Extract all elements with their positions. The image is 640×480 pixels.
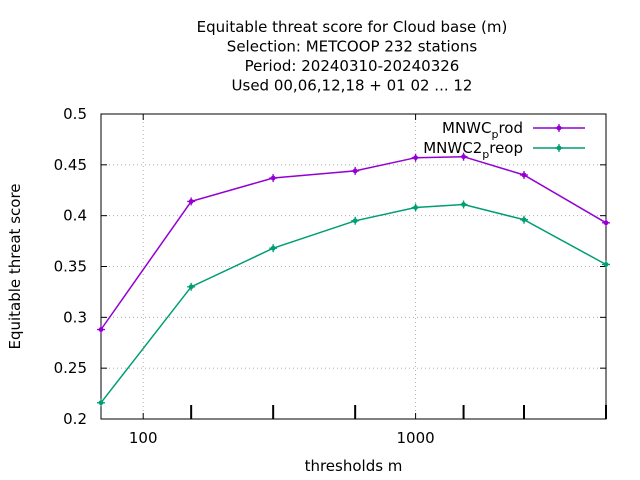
series-point-1 (269, 174, 278, 183)
series-point-1 (97, 325, 105, 334)
y-tick-label: 0.25 (54, 359, 87, 377)
title-line: Used 00,06,12,18 + 01 02 ... 12 (232, 77, 473, 95)
series-point-1 (411, 153, 420, 162)
chart-title: Equitable threat score for Cloud base (m… (197, 18, 508, 95)
title-line: Period: 20240310-20240326 (245, 57, 460, 75)
legend-name-rest: reop (489, 139, 523, 157)
y-tick-label: 0.4 (63, 207, 87, 225)
title-line: Selection: METCOOP 232 stations (227, 38, 478, 56)
series-point-2 (187, 282, 196, 291)
legend-name-sub: p (491, 128, 498, 141)
legend-label-2: MNWC2preop (423, 139, 523, 161)
series-point-1 (602, 218, 610, 227)
series-point-1 (351, 166, 360, 175)
series-point-2 (269, 244, 278, 253)
series-point-2 (602, 260, 610, 269)
series-point-1 (519, 171, 528, 179)
series-point-2 (97, 398, 105, 407)
y-tick-label: 0.45 (54, 156, 87, 174)
legend-marker-2 (555, 144, 563, 152)
series (97, 152, 610, 407)
series-point-1 (459, 152, 468, 161)
title-line: Equitable threat score for Cloud base (m… (197, 18, 508, 36)
grid (101, 114, 606, 419)
x-axis-label: thresholds m (305, 457, 403, 475)
series-line-2 (100, 203, 607, 404)
series-point-2 (351, 216, 360, 225)
y-tick-label: 0.35 (54, 258, 87, 276)
series-point-2 (411, 203, 420, 212)
legend-marker-1 (555, 124, 563, 132)
legend-name-rest: rod (498, 119, 523, 137)
y-tick-label: 0.2 (63, 410, 87, 428)
series-point-2 (519, 215, 528, 224)
axis-ticks: 0.2 0.25 0.3 0.35 0.4 0.45 0.5 100 1000 (54, 105, 607, 447)
y-axis-label: Equitable threat score (6, 183, 24, 349)
y-tick-label: 0.3 (63, 308, 87, 326)
x-tick-label: 1000 (397, 429, 435, 447)
series-point-1 (187, 197, 196, 206)
series-point-2 (459, 200, 468, 209)
legend-name-main: MNWC2 (423, 139, 482, 157)
legend-name-main: MNWC (442, 119, 491, 137)
x-tick-label: 100 (129, 429, 158, 447)
legend-name-sub: p (482, 148, 489, 161)
y-tick-label: 0.5 (63, 105, 87, 123)
series-line-1 (100, 155, 607, 330)
legend-label-1: MNWCprod (442, 119, 523, 141)
